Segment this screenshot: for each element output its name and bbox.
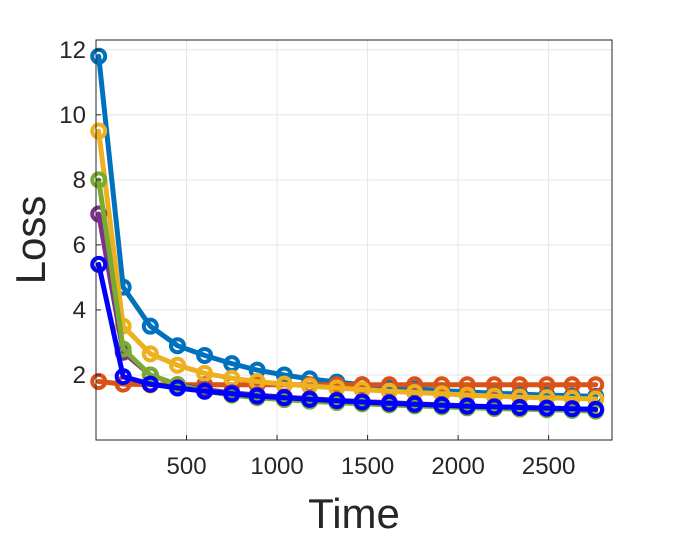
data-point xyxy=(168,379,186,397)
data-point xyxy=(223,385,241,403)
data-point xyxy=(458,397,476,415)
data-point xyxy=(196,382,214,400)
data-point xyxy=(563,400,581,418)
data-point xyxy=(141,317,159,335)
data-point xyxy=(141,366,159,384)
x-tick-label: 1500 xyxy=(341,453,394,480)
data-point xyxy=(587,400,605,418)
y-tick-label: 12 xyxy=(59,37,86,64)
data-point xyxy=(141,375,159,393)
data-point xyxy=(90,255,108,273)
data-point xyxy=(328,392,346,410)
data-point xyxy=(380,394,398,412)
y-tick-label: 10 xyxy=(59,102,86,129)
data-point xyxy=(248,387,266,405)
data-point xyxy=(301,390,319,408)
data-point xyxy=(196,346,214,364)
x-tick-label: 1000 xyxy=(250,453,303,480)
x-tick-label: 2500 xyxy=(522,453,575,480)
data-point xyxy=(275,366,293,384)
plot-frame xyxy=(95,39,613,441)
data-point xyxy=(406,395,424,413)
axis-ticks: 500 1000 1500 2000 2500 2 4 6 8 10 12 xyxy=(59,37,575,480)
data-point xyxy=(196,364,214,382)
data-point xyxy=(90,171,108,189)
data-point xyxy=(353,393,371,411)
data-point xyxy=(433,376,451,394)
y-tick-label: 2 xyxy=(73,362,86,389)
x-tick-label: 500 xyxy=(167,453,207,480)
y-tick-label: 8 xyxy=(73,167,86,194)
data-point xyxy=(168,356,186,374)
series-group xyxy=(90,47,605,420)
data-point xyxy=(458,376,476,394)
y-axis-title: Loss xyxy=(7,196,54,285)
data-point xyxy=(114,368,132,386)
series-6 xyxy=(90,255,605,418)
grid xyxy=(96,40,612,440)
data-point xyxy=(433,396,451,414)
data-point xyxy=(275,389,293,407)
data-point xyxy=(168,337,186,355)
data-point xyxy=(141,345,159,363)
data-point xyxy=(511,398,529,416)
data-point xyxy=(538,399,556,417)
y-tick-label: 4 xyxy=(73,297,86,324)
y-tick-label: 6 xyxy=(73,232,86,259)
data-point xyxy=(90,122,108,140)
x-tick-label: 2000 xyxy=(431,453,484,480)
x-axis-title: Time xyxy=(308,490,400,537)
plot-background xyxy=(96,40,612,440)
data-point xyxy=(485,398,503,416)
